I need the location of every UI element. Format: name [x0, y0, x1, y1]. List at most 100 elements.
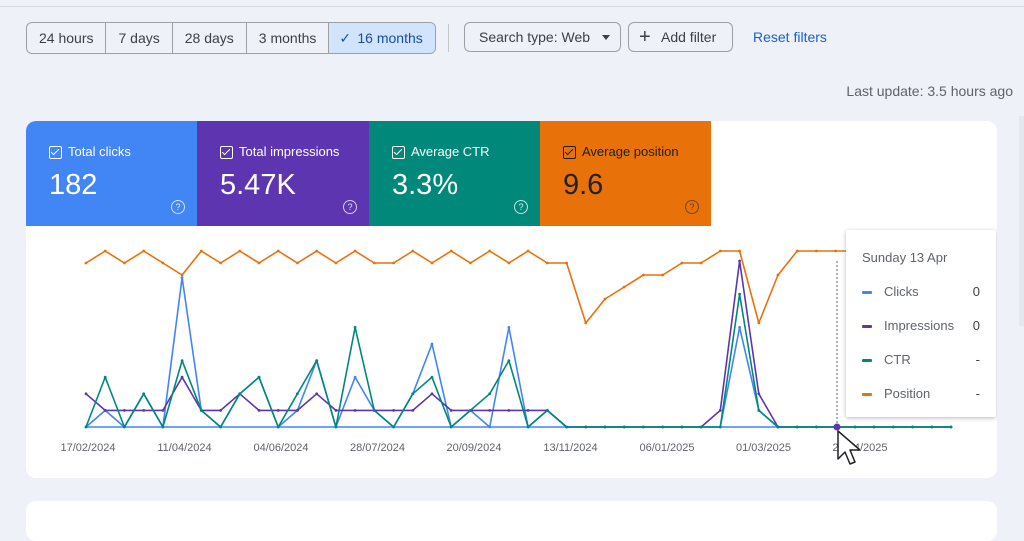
tooltip-row-value: -: [975, 352, 980, 367]
data-point-impressions: [276, 409, 280, 412]
data-point-position: [757, 321, 761, 325]
tooltip-row-impressions: Impressions 0: [862, 318, 980, 334]
reset-filters-link[interactable]: Reset filters: [753, 29, 827, 45]
add-filter-button[interactable]: + Add filter: [628, 22, 733, 52]
data-point-ctr: [449, 425, 453, 429]
x-tick-label: 20/09/2024: [446, 442, 501, 454]
data-point-ctr: [219, 425, 223, 429]
series-line-position: [85, 250, 951, 324]
add-filter-label: Add filter: [661, 29, 717, 45]
data-point-impressions: [84, 392, 88, 396]
checkbox-icon[interactable]: [49, 146, 62, 159]
data-point-ctr: [872, 425, 876, 429]
data-point-position: [296, 261, 299, 265]
data-point-ctr: [565, 425, 568, 429]
data-point-position: [199, 249, 203, 253]
legend-swatch: [862, 359, 872, 362]
data-point-ctr: [526, 425, 530, 429]
data-point-clicks: [507, 326, 511, 329]
data-point-clicks: [488, 425, 492, 429]
checkbox-icon[interactable]: [392, 146, 405, 159]
data-point-clicks: [430, 342, 434, 346]
data-point-position: [315, 249, 319, 253]
data-point-position: [795, 249, 799, 253]
data-point-impressions: [718, 409, 722, 412]
data-point-position: [411, 249, 415, 253]
data-point-position: [353, 249, 357, 253]
data-point-ctr: [334, 425, 338, 429]
data-point-position: [603, 297, 607, 301]
data-point-position: [834, 249, 838, 253]
range-3-months[interactable]: 3 months: [247, 23, 330, 53]
metric-average-ctr[interactable]: Average CTR 3.3% ?: [369, 121, 540, 226]
search-type-dropdown[interactable]: Search type: Web: [464, 22, 621, 52]
help-icon[interactable]: ?: [171, 200, 185, 214]
series-line-clicks: [85, 276, 951, 428]
caret-down-icon: [602, 35, 610, 40]
data-point-ctr: [718, 425, 722, 429]
help-icon[interactable]: ?: [514, 200, 528, 214]
tooltip-row-clicks: Clicks 0: [862, 284, 980, 300]
metric-label: Total impressions: [239, 144, 340, 159]
data-point-position: [699, 261, 703, 265]
data-point-position: [142, 249, 146, 253]
range-7-days[interactable]: 7 days: [106, 23, 173, 53]
range-24-hours[interactable]: 24 hours: [27, 23, 107, 53]
data-point-position: [257, 261, 261, 265]
x-tick-label: 13/11/2024: [543, 442, 597, 454]
range-16-months[interactable]: ✓ 16 months: [329, 23, 435, 53]
data-point-ctr: [123, 425, 126, 429]
data-point-impressions: [449, 409, 453, 412]
metric-label: Average CTR: [411, 144, 490, 159]
metric-total-clicks[interactable]: Total clicks 182 ?: [26, 121, 197, 226]
last-update-text: Last update: 3.5 hours ago: [846, 83, 1013, 99]
tooltip-row-ctr: CTR -: [862, 352, 980, 368]
data-point-impressions: [411, 409, 415, 412]
data-point-position: [392, 261, 395, 265]
help-icon[interactable]: ?: [685, 200, 699, 214]
tooltip-row-name: Impressions: [884, 318, 955, 333]
data-point-ctr: [622, 425, 626, 429]
chart-tooltip: Sunday 13 Apr Clicks 0 Impressions 0 CTR…: [846, 230, 996, 417]
data-point-clicks: [180, 276, 184, 279]
data-point-ctr: [296, 392, 299, 396]
legend-swatch: [862, 291, 872, 294]
metric-average-position[interactable]: Average position 9.6 ?: [540, 121, 711, 226]
scrollbar[interactable]: [1019, 116, 1024, 326]
data-point-ctr: [738, 292, 741, 296]
help-icon[interactable]: ?: [343, 200, 357, 214]
data-point-ctr: [257, 375, 261, 379]
data-point-impressions: [103, 409, 107, 412]
performance-chart: 17/02/2024 11/04/2024 04/06/2024 28/07/2024…: [60, 249, 953, 454]
check-icon: ✓: [339, 30, 352, 46]
data-point-impressions: [219, 409, 223, 412]
series-line-ctr: [85, 293, 951, 428]
x-tick-label: 11/04/2024: [157, 442, 211, 454]
x-tick-label: 01/03/2025: [736, 442, 791, 454]
data-point-impressions: [142, 409, 146, 412]
data-point-position: [507, 261, 511, 265]
data-point-position: [738, 249, 741, 253]
data-point-position: [545, 261, 549, 265]
metric-value: 182: [49, 169, 98, 201]
data-point-ctr: [584, 425, 588, 429]
metric-total-impressions[interactable]: Total impressions 5.47K ?: [197, 121, 369, 226]
data-point-position: [238, 249, 242, 253]
data-point-position: [815, 249, 818, 253]
data-point-ctr: [603, 425, 607, 429]
data-point-position: [276, 249, 280, 253]
range-28-days[interactable]: 28 days: [173, 23, 247, 53]
secondary-card: [26, 501, 997, 541]
data-point-ctr: [199, 409, 203, 412]
checkbox-icon[interactable]: [220, 146, 233, 159]
checkbox-icon[interactable]: [563, 146, 576, 159]
data-point-ctr: [103, 375, 107, 379]
data-point-impressions: [757, 392, 761, 396]
data-point-ctr: [411, 392, 415, 396]
data-point-ctr: [757, 409, 761, 412]
data-point-impressions: [507, 409, 511, 412]
data-point-ctr: [372, 409, 376, 412]
data-point-position: [219, 261, 223, 265]
data-point-ctr: [776, 425, 780, 429]
mouse-cursor-icon: [837, 430, 860, 465]
